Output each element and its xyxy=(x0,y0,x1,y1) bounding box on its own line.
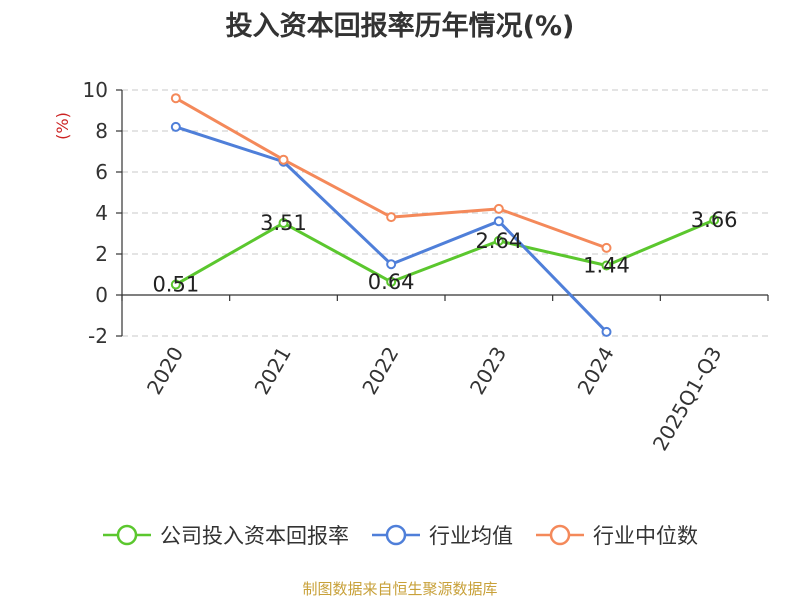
data-point xyxy=(601,260,612,271)
data-point xyxy=(709,214,720,225)
legend-line-circle-icon xyxy=(536,524,584,546)
data-label: 2.64 xyxy=(475,229,522,253)
y-tick-label: 2 xyxy=(95,242,108,266)
data-label: 3.51 xyxy=(260,211,307,235)
source-note: 制图数据来自恒生聚源数据库 xyxy=(302,580,498,598)
data-point xyxy=(386,259,397,270)
x-tick-label: 2020 xyxy=(142,343,188,399)
data-point xyxy=(386,276,397,287)
data-point xyxy=(278,218,289,229)
x-tick-label: 2023 xyxy=(465,343,511,399)
legend-line-circle-icon xyxy=(372,524,420,546)
data-point xyxy=(278,154,289,165)
x-tick-label: 2024 xyxy=(573,343,619,399)
legend-label: 行业均值 xyxy=(429,524,513,548)
y-tick-label: -2 xyxy=(88,324,108,348)
legend-item[interactable]: 公司投入资本回报率 xyxy=(102,520,349,550)
series-line-1 xyxy=(175,218,715,286)
data-point xyxy=(601,242,612,253)
data-label: 3.66 xyxy=(691,208,738,232)
legend-line-circle-icon xyxy=(103,524,151,546)
y-tick-label: 4 xyxy=(95,201,108,225)
legend[interactable]: 公司投入资本回报率 行业均值 行业中位数 xyxy=(0,520,800,550)
data-label: 0.64 xyxy=(368,270,415,294)
y-tick-label: 10 xyxy=(83,78,108,102)
y-axis-label: (%) xyxy=(53,112,72,140)
data-point xyxy=(170,93,181,104)
data-point xyxy=(170,121,181,132)
series-line-3 xyxy=(175,96,608,250)
series-line-2 xyxy=(175,125,608,333)
data-point xyxy=(601,326,612,337)
x-tick-label: 2022 xyxy=(357,343,403,399)
chart-title: 投入资本回报率历年情况(%) xyxy=(225,11,575,42)
legend-item[interactable]: 行业均值 xyxy=(371,520,513,550)
x-tick-label: 2021 xyxy=(250,343,296,399)
data-label: 1.44 xyxy=(583,253,630,277)
data-label: 0.51 xyxy=(152,273,199,297)
data-point xyxy=(386,212,397,223)
data-point xyxy=(170,279,181,290)
legend-label: 行业中位数 xyxy=(593,524,698,548)
y-tick-label: 6 xyxy=(95,160,108,184)
legend-label: 公司投入资本回报率 xyxy=(160,524,349,548)
data-point xyxy=(493,216,504,227)
x-tick-label: 2025Q1-Q3 xyxy=(648,343,727,455)
legend-item[interactable]: 行业中位数 xyxy=(535,520,698,550)
y-tick-label: 0 xyxy=(95,283,108,307)
y-tick-label: 8 xyxy=(95,119,108,143)
data-point xyxy=(493,203,504,214)
data-point xyxy=(493,235,504,246)
